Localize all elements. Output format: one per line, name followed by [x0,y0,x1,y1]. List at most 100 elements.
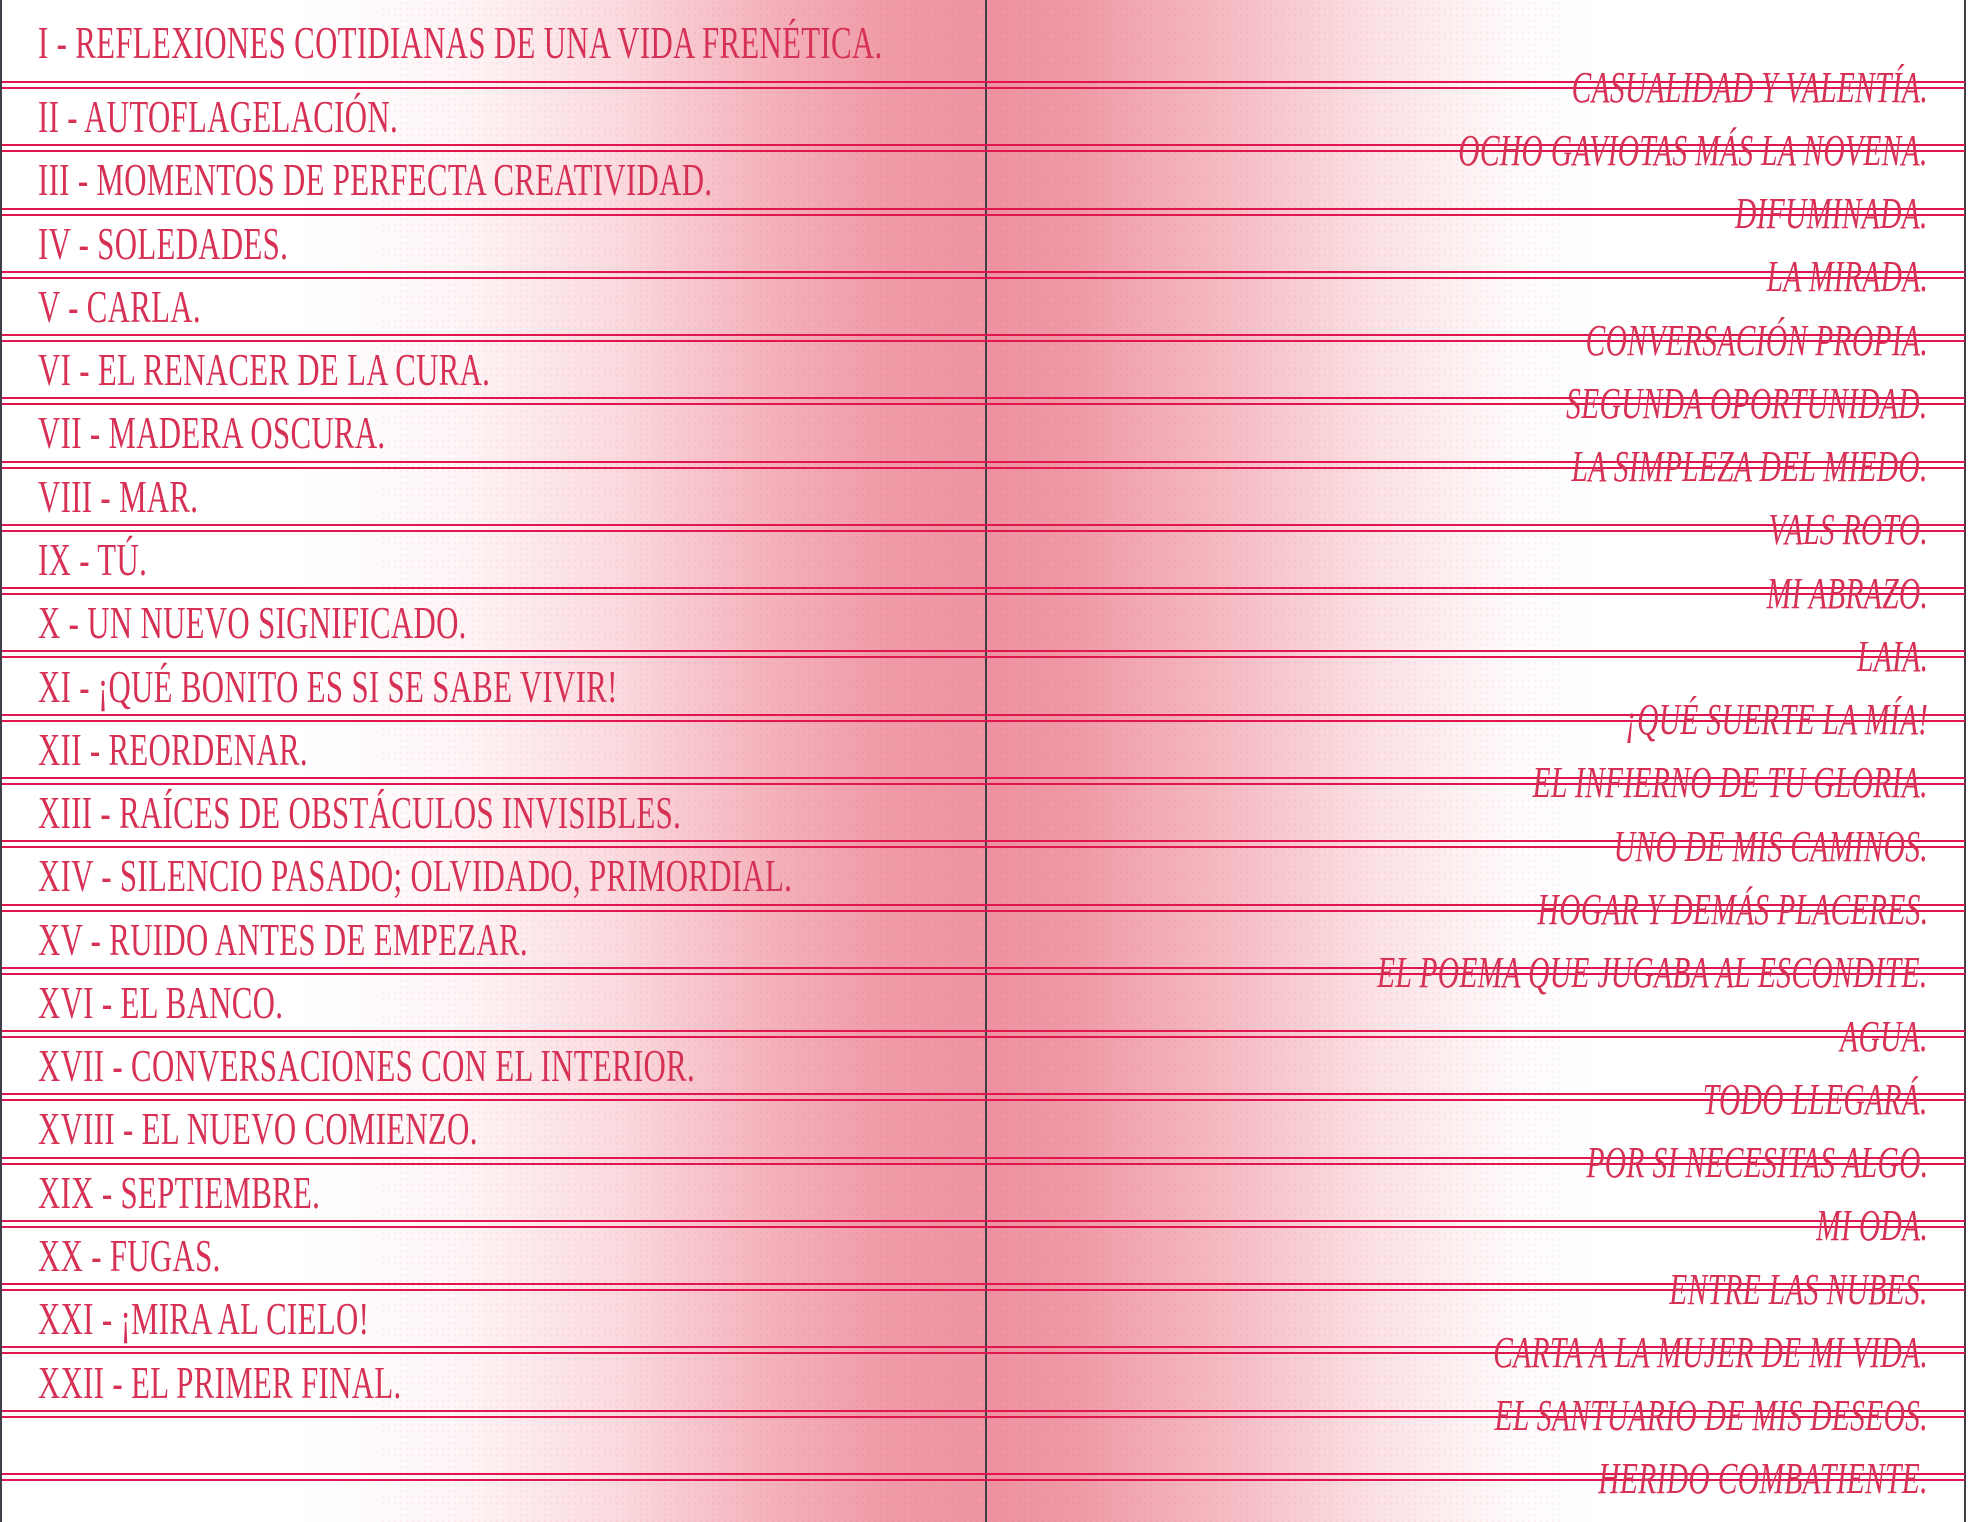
toc-entry-right-text: HOGAR Y DEMÁS PLACERES. [1537,885,1928,934]
toc-entry-right: HOGAR Y DEMÁS PLACERES. [988,880,1966,940]
toc-entry-left-text: XIV - SILENCIO PASADO; OLVIDADO, PRIMORD… [38,850,793,902]
separator-rule [2,523,1965,532]
toc-entry-right: TODO LLEGARÁ. [988,1069,1966,1129]
toc-entry-left: XIX - SEPTIEMBRE. [2,1161,986,1224]
toc-entry-right-text: AGUA. [1840,1011,1928,1061]
toc-entry-right-text: VALS ROTO. [1768,505,1928,555]
toc-entry-left: I - REFLEXIONES COTIDIANAS DE UNA VIDA F… [2,0,986,85]
toc-entry-left: XIII - RAÍCES DE OBSTÁCULOS INVISIBLES. [2,781,986,844]
toc-entry-right-text: HERIDO COMBATIENTE. [1598,1454,1928,1504]
toc-entry-right: SEGUNDA OPORTUNIDAD. [988,373,1966,433]
toc-entry-right: ¡QUÉ SUERTE LA MÍA! [988,690,1966,750]
toc-entry-left-text: VII - MADERA OSCURA. [38,407,386,459]
separator-rule [2,1093,1965,1102]
toc-entry-right-text: LA MIRADA. [1766,252,1928,302]
toc-entry-left-text: I - REFLEXIONES COTIDIANAS DE UNA VIDA F… [38,17,883,68]
toc-entry-right-text: CASUALIDAD Y VALENTÍA. [1571,62,1928,112]
toc-entry-right-text: EL POEMA QUE JUGABA AL ESCONDITE. [1377,948,1928,998]
toc-entry-left: XVIII - EL NUEVO COMIENZO. [2,1097,986,1160]
toc-entry-right-text: CARTA A LA MUJER DE MI VIDA. [1493,1327,1928,1377]
toc-entry-right-text: LA SIMPLEZA DEL MIEDO. [1571,442,1928,492]
book-spine-gutter [985,0,987,1522]
toc-entry-left: XIV - SILENCIO PASADO; OLVIDADO, PRIMORD… [2,844,986,907]
toc-entry-left: XXII - EL PRIMER FINAL. [2,1350,986,1413]
toc-entry-left-text: IV - SOLEDADES. [38,217,289,269]
toc-entry-left-text: III - MOMENTOS DE PERFECTA CREATIVIDAD. [38,154,713,206]
toc-entry-right: POR SI NECESITAS ALGO. [988,1133,1966,1193]
toc-entry-right-text: ENTRE LAS NUBES. [1669,1264,1928,1314]
toc-entry-right: LAIA. [988,626,1966,686]
toc-entry-left-text: XI - ¡QUÉ BONITO ES SI SE SABE VIVIR! [38,660,618,712]
toc-entry-right-text: OCHO GAVIOTAS MÁS LA NOVENA. [1458,125,1928,175]
toc-entry-left-text: XIII - RAÍCES DE OBSTÁCULOS INVISIBLES. [38,787,682,839]
toc-entry-right-text: SEGUNDA OPORTUNIDAD. [1566,378,1928,428]
right-page-background [986,0,1966,1522]
page-edge-right [1964,0,1966,1522]
toc-entry-left-text: XVI - EL BANCO. [38,976,284,1028]
separator-rule [2,1156,1965,1165]
toc-entry-left: VII - MADERA OSCURA. [2,401,986,464]
separator-rule [2,81,1965,89]
toc-entry-right-text: MI ABRAZO. [1766,568,1928,618]
toc-entry-left: VI - EL RENACER DE LA CURA. [2,338,986,401]
toc-entry-left: II - AUTOFLAGELACIÓN. [2,85,986,148]
toc-entry-right: EL POEMA QUE JUGABA AL ESCONDITE. [988,943,1966,1003]
separator-rule [2,1472,1965,1481]
toc-entry-left-text: X - UN NUEVO SIGNIFICADO. [38,597,467,649]
toc-entry-left: XX - FUGAS. [2,1224,986,1287]
toc-entry-left-text: V - CARLA. [38,280,201,332]
toc-entry-left-text: XV - RUIDO ANTES DE EMPEZAR. [38,913,528,965]
toc-entry-right: EL SANTUARIO DE MIS DESEOS. [988,1386,1966,1446]
toc-entry-right: EL INFIERNO DE TU GLORIA. [988,753,1966,813]
left-page-background [0,0,986,1522]
toc-entry-right: MI ODA. [988,1196,1966,1256]
toc-entry-right: CARTA A LA MUJER DE MI VIDA. [988,1322,1966,1382]
toc-entry-left-text: XVII - CONVERSACIONES CON EL INTERIOR. [38,1040,696,1092]
toc-entry-right: LA MIRADA. [988,247,1966,307]
toc-entry-left: VIII - MAR. [2,465,986,528]
toc-entry-left-text: XVIII - EL NUEVO COMIENZO. [38,1103,478,1155]
separator-rule [2,460,1965,469]
separator-rule [2,650,1965,659]
toc-entry-left-text: II - AUTOFLAGELACIÓN. [38,91,399,143]
toc-entry-left-text: VI - EL RENACER DE LA CURA. [38,344,491,396]
toc-entry-left-text: XXI - ¡MIRA AL CIELO! [38,1293,370,1345]
separator-rule [2,713,1965,722]
page-edge-left [0,0,2,1522]
toc-entry-right-text: MI ODA. [1815,1201,1928,1251]
toc-entry-right: VALS ROTO. [988,500,1966,560]
toc-entry-left-text: IX - TÚ. [38,534,148,585]
separator-rule [2,144,1965,153]
toc-entry-right: ENTRE LAS NUBES. [988,1259,1966,1319]
toc-entry-right-text: POR SI NECESITAS ALGO. [1585,1138,1928,1188]
toc-entry-right: LA SIMPLEZA DEL MIEDO. [988,437,1966,497]
toc-entry-right: CONVERSACIÓN PROPIA. [988,310,1966,370]
toc-entry-right-text: EL INFIERNO DE TU GLORIA. [1532,758,1928,808]
separator-rule [2,776,1965,785]
toc-entry-right-text: ¡QUÉ SUERTE LA MÍA! [1624,695,1928,745]
toc-entry-left: IX - TÚ. [2,528,986,591]
toc-entry-right: MI ABRAZO. [988,563,1966,623]
toc-entry-left-text: XIX - SEPTIEMBRE. [38,1166,321,1218]
separator-rule [2,587,1965,596]
toc-entry-left: III - MOMENTOS DE PERFECTA CREATIVIDAD. [2,148,986,211]
separator-rule [2,270,1965,279]
toc-entry-right: CASUALIDAD Y VALENTÍA. [988,57,1966,117]
separator-rule [2,1346,1965,1355]
separator-rule [2,1219,1965,1228]
toc-entry-left: X - UN NUEVO SIGNIFICADO. [2,591,986,654]
toc-entry-right-text: TODO LLEGARÁ. [1703,1074,1928,1124]
toc-entry-left-text: VIII - MAR. [38,470,199,522]
toc-entry-left: XVI - EL BANCO. [2,971,986,1034]
toc-entry-left: XI - ¡QUÉ BONITO ES SI SE SABE VIVIR! [2,654,986,717]
toc-entry-right: DIFUMINADA. [988,184,1966,244]
separator-rule [2,1283,1965,1292]
separator-rule [2,1409,1965,1418]
toc-entry-left-text: XXII - EL PRIMER FINAL. [38,1356,402,1408]
toc-entry-right: HERIDO COMBATIENTE. [988,1449,1966,1509]
toc-entry-left: XVII - CONVERSACIONES CON EL INTERIOR. [2,1034,986,1097]
toc-entry-left-text: XX - FUGAS. [38,1229,221,1281]
toc-entry-right: OCHO GAVIOTAS MÁS LA NOVENA. [988,120,1966,180]
toc-entry-right-text: LAIA. [1856,631,1928,681]
